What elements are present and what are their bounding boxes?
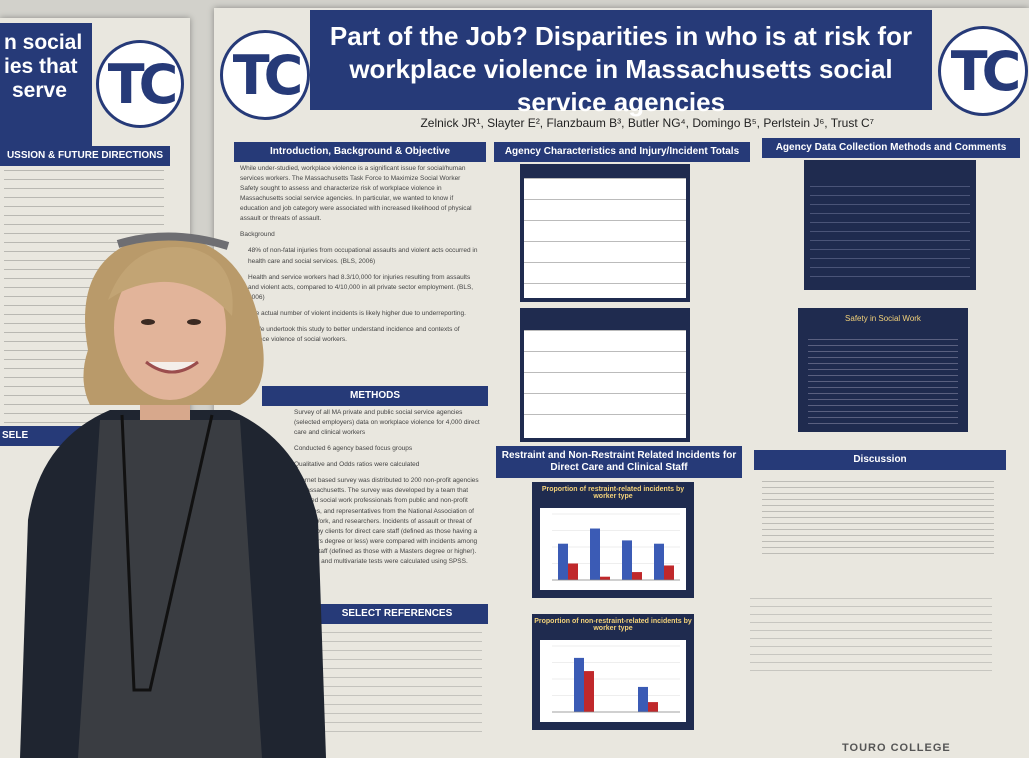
tc-logo-text: TC	[950, 39, 1022, 103]
intro-header: Introduction, Background & Objective	[234, 142, 486, 162]
chart-bar	[664, 565, 674, 580]
methods-text: Survey of all MA private and public soci…	[294, 408, 482, 598]
intro-bullet-3: The actual number of violent incidents i…	[248, 309, 466, 317]
chart-bar	[632, 572, 642, 580]
chart-plot-area	[540, 640, 686, 722]
table-row	[524, 200, 686, 221]
methods-header: METHODS	[262, 386, 488, 406]
chart-bar	[574, 657, 584, 712]
non-restraint-chart-panel: Proportion of non-restraint-related inci…	[532, 614, 694, 730]
intro-aim: Aim: We undertook this study to better u…	[240, 325, 460, 343]
left-tc-logo: TC	[96, 40, 184, 128]
methods-bullet-2: Conducted 6 agency based focus groups	[294, 445, 413, 453]
safety-title: Safety in Social Work	[845, 314, 921, 323]
title-banner: Part of the Job? Disparities in who is a…	[310, 10, 932, 117]
table-row	[524, 394, 686, 415]
restraint-chart-panel: Proportion of restraint-related incident…	[532, 482, 694, 598]
table-row	[524, 168, 686, 179]
intro-background-label: Background	[240, 231, 275, 239]
agency-table-1	[520, 164, 690, 302]
left-discussion-header: USSION & FUTURE DIRECTIONS	[0, 146, 170, 166]
intro-paragraph: While under-studied, workplace violence …	[240, 165, 472, 223]
chart-2-title: Proportion of non-restraint-related inci…	[534, 618, 692, 632]
methods-paragraph: Internet based survey was distributed to…	[294, 477, 479, 565]
left-banner-line-2: ies that	[4, 55, 78, 78]
chart-bar	[600, 576, 610, 580]
main-right-tc-logo: TC	[938, 26, 1028, 116]
table-row	[524, 221, 686, 242]
methods-bullet-1: Survey of all MA private and public soci…	[294, 409, 480, 437]
poster-title: Part of the Job? Disparities in who is a…	[329, 21, 913, 117]
non-restraint-chart	[540, 640, 686, 722]
table-row	[524, 179, 686, 200]
restraint-chart	[540, 508, 686, 590]
chart-bar	[568, 563, 578, 580]
discussion-references	[750, 594, 992, 672]
touro-college-logo: TOURO COLLEGE	[842, 742, 951, 754]
chart-bar	[584, 671, 594, 712]
main-poster: TC Part of the Job? Disparities in who i…	[214, 8, 1029, 758]
chart-bar	[590, 528, 600, 580]
table-row	[524, 312, 686, 331]
intro-text: While under-studied, workplace violence …	[240, 164, 480, 384]
table-row	[524, 242, 686, 263]
table-row	[524, 263, 686, 284]
methods-bullet-3: Qualitative and Odds ratios were calcula…	[294, 461, 420, 469]
left-select-header: SELE	[0, 426, 94, 446]
main-left-tc-logo: TC	[220, 30, 310, 120]
chart-bar	[654, 543, 664, 580]
table-row	[524, 352, 686, 373]
tc-logo-text: TC	[232, 43, 304, 107]
agency-table-2	[520, 308, 690, 442]
data-methods-table	[804, 160, 976, 290]
table-row	[524, 373, 686, 394]
left-banner-line-1: n social	[4, 31, 83, 54]
discussion-text	[762, 476, 994, 556]
agency-header: Agency Characteristics and Injury/Incide…	[494, 142, 750, 162]
chart-bar	[622, 540, 632, 580]
select-references-header: SELECT REFERENCES	[306, 604, 488, 624]
table-row	[524, 331, 686, 352]
left-poster-banner: n social ies that serve	[0, 23, 92, 151]
intro-bullet-2: Health and service workers had 8.3/10,00…	[248, 273, 474, 301]
left-poster: n social ies that serve TC USSION & FUTU…	[0, 18, 190, 758]
discussion-header: Discussion	[754, 450, 1006, 470]
chart-bar	[648, 702, 658, 712]
chart-bar	[638, 686, 648, 712]
restraint-header: Restraint and Non-Restraint Related Inci…	[496, 446, 742, 478]
left-discussion-text	[4, 166, 164, 434]
chart-bar	[558, 543, 568, 580]
tc-logo-text: TC	[107, 52, 179, 116]
left-banner-line-3: serve	[12, 79, 67, 102]
poster-authors: Zelnick JR¹, Slayter E², Flanzbaum B³, B…	[420, 116, 874, 130]
references-text	[310, 628, 482, 738]
intro-bullet-1: 48% of non-fatal injuries from occupatio…	[248, 247, 478, 265]
data-methods-header: Agency Data Collection Methods and Comme…	[762, 138, 1020, 158]
safety-panel: Safety in Social Work	[798, 308, 968, 432]
chart-1-title: Proportion of restraint-related incident…	[541, 486, 685, 500]
